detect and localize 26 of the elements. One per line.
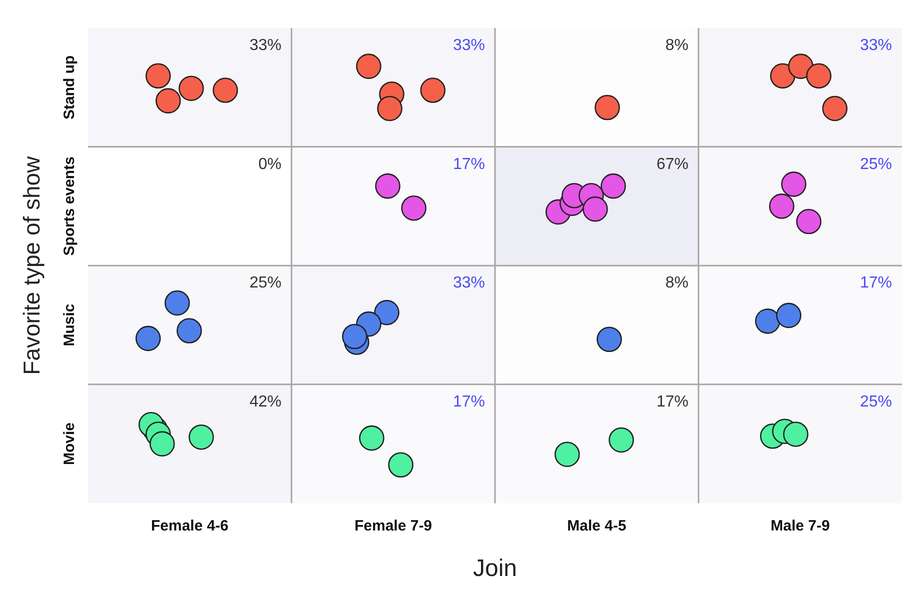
data-label: 17% [452, 156, 485, 173]
data-label: 8% [665, 274, 688, 292]
x-tick-label: Male 7-9 [770, 517, 830, 534]
y-tick-label: Stand up [61, 55, 78, 120]
x-tick-label: Female 7-9 [354, 517, 432, 534]
data-label: 25% [860, 393, 892, 410]
data-label: 33% [249, 37, 282, 54]
y-tick-label: Music [61, 304, 78, 346]
data-label: 33% [452, 37, 485, 54]
data-label: 0% [258, 156, 282, 173]
data-label: 67% [656, 156, 688, 173]
data-label: 17% [860, 274, 892, 292]
y-tick-label: Sports events [61, 156, 78, 256]
x-tick-label: Male 4-5 [567, 517, 626, 534]
data-label: 17% [656, 393, 688, 410]
data-label: 17% [452, 393, 485, 410]
data-label: 25% [249, 274, 282, 292]
data-label: 33% [860, 37, 892, 54]
y-axis-title: Favorite type of show [18, 156, 44, 375]
x-tick-label: Female 4-6 [150, 517, 229, 534]
data-label: 25% [860, 156, 892, 173]
x-axis-title: Join [472, 555, 518, 582]
y-tick-label: Movie [61, 422, 78, 466]
data-label: 33% [452, 274, 485, 292]
data-label: 8% [665, 37, 688, 54]
data-label: 42% [249, 393, 282, 410]
